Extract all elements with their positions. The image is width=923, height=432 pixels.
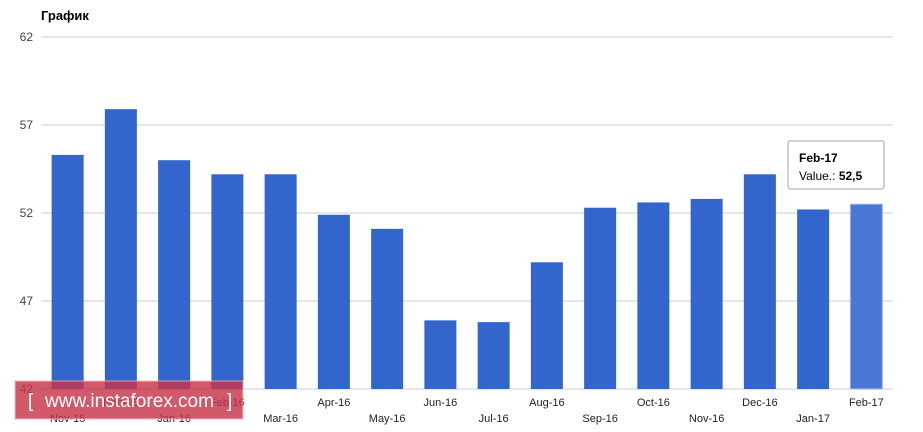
tooltip-category: Feb-17: [799, 151, 838, 165]
svg-text:Value.: 52,5: Value.: 52,5: [799, 169, 862, 183]
x-tick-label: Nov-16: [689, 413, 724, 425]
bar-nov-15[interactable]: [51, 154, 84, 389]
bar-apr-16[interactable]: [317, 214, 350, 389]
watermark-box: [14, 380, 244, 420]
bar-feb-17[interactable]: [849, 203, 883, 390]
x-tick-label: May-16: [369, 413, 406, 425]
bars[interactable]: [51, 109, 883, 390]
x-tick-label: Mar-16: [263, 413, 298, 425]
x-tick-label: Dec-16: [742, 397, 777, 409]
bar-jan-17[interactable]: [797, 209, 830, 389]
y-tick-label: 57: [20, 118, 34, 132]
x-tick-label: Jul-16: [479, 413, 509, 425]
bar-dec-16[interactable]: [743, 174, 776, 389]
bar-sep-16[interactable]: [584, 207, 617, 389]
x-tick-label: Apr-16: [317, 397, 350, 409]
bar-oct-16[interactable]: [637, 202, 670, 389]
bar-dec-15[interactable]: [104, 109, 137, 389]
x-tick-label: Jan-17: [796, 413, 830, 425]
bar-jun-16[interactable]: [424, 320, 457, 389]
y-tick-label: 62: [20, 30, 34, 44]
x-tick-label: Oct-16: [637, 397, 670, 409]
bar-nov-16[interactable]: [690, 198, 723, 389]
tooltip-label: Value.:: [799, 169, 835, 183]
x-tick-label: Aug-16: [529, 397, 564, 409]
bar-may-16[interactable]: [371, 228, 404, 389]
x-tick-label: Jun-16: [424, 397, 458, 409]
chart-title: График: [41, 8, 89, 23]
watermark-right-bracket: ]: [227, 391, 232, 412]
tooltip-value: 52,5: [839, 169, 863, 183]
instaforex-watermark: [ www.instaforex.com ]: [14, 380, 244, 420]
x-tick-label: Feb-17: [849, 397, 884, 409]
bar-jul-16[interactable]: [477, 322, 510, 389]
bar-mar-16[interactable]: [264, 174, 297, 389]
x-tick-label: Sep-16: [582, 413, 617, 425]
watermark-text: www.instaforex.com: [44, 391, 214, 412]
bar-aug-16[interactable]: [530, 262, 563, 389]
y-axis-ticks: 4247525762: [20, 30, 34, 396]
y-tick-label: 47: [20, 294, 34, 308]
y-tick-label: 52: [20, 206, 34, 220]
bar-jan-16[interactable]: [158, 160, 191, 389]
tooltip-box: [787, 140, 885, 190]
watermark-left-bracket: [: [28, 391, 34, 412]
bar-feb-16[interactable]: [211, 174, 244, 389]
tooltip: Feb-17 Value.: 52,5: [787, 140, 885, 190]
